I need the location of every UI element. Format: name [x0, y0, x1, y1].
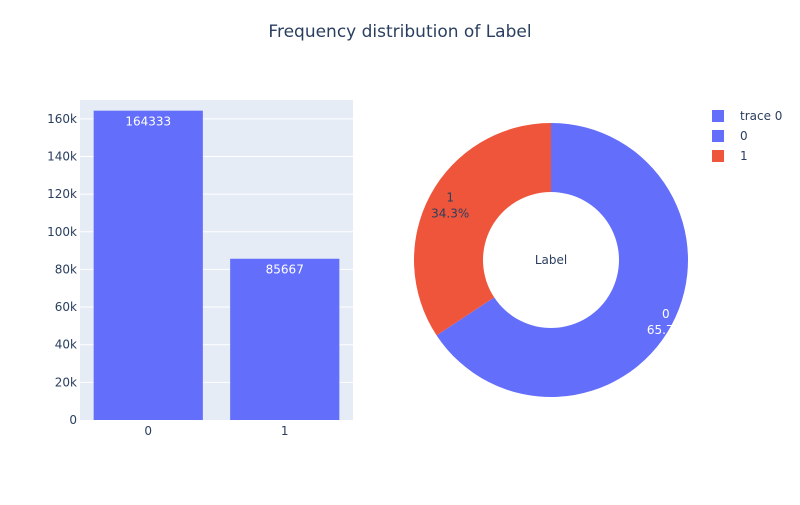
- y-tick-label: 40k: [55, 338, 77, 352]
- y-tick-label: 140k: [47, 149, 77, 163]
- donut-slices: [414, 123, 689, 397]
- bar-series: 164333 85667: [93, 110, 340, 420]
- bar-data-label: 164333: [125, 115, 171, 129]
- donut-chart: 0 65.7% 1 34.3% Label: [414, 123, 689, 397]
- y-tick-label: 0: [69, 413, 77, 427]
- donut-center-label: Label: [535, 253, 567, 267]
- slice-category-label: 1: [446, 191, 454, 205]
- legend[interactable]: trace 0 0 1: [712, 109, 782, 163]
- legend-label: trace 0: [740, 109, 782, 123]
- y-tick-label: 160k: [47, 112, 77, 126]
- legend-label: 1: [740, 149, 748, 163]
- x-tick-label: 1: [281, 424, 289, 438]
- donut-slice-labels: 0 65.7% 1 34.3%: [431, 191, 685, 337]
- slice-category-label: 0: [662, 307, 670, 321]
- slice-percent-label: 65.7%: [647, 323, 685, 337]
- y-tick-label: 60k: [55, 300, 77, 314]
- bar: [93, 110, 203, 420]
- legend-item[interactable]: trace 0: [712, 109, 782, 123]
- y-tick-label: 100k: [47, 225, 77, 239]
- chart-title: Frequency distribution of Label: [268, 22, 531, 42]
- x-tick-label: 0: [144, 424, 152, 438]
- legend-swatch: [712, 150, 724, 162]
- slice-percent-label: 34.3%: [431, 207, 469, 221]
- donut-slice: [414, 123, 551, 336]
- legend-swatch: [712, 110, 724, 122]
- legend-item[interactable]: 1: [712, 149, 748, 163]
- donut-slice: [436, 123, 689, 397]
- bar-chart: 0 20k 40k 60k 80k 100k 120k 140k 160k 164333 8566…: [47, 100, 353, 438]
- legend-swatch: [712, 130, 724, 142]
- bar-data-label: 85667: [266, 263, 304, 277]
- bar: [230, 258, 340, 420]
- y-tick-label: 120k: [47, 187, 77, 201]
- bar-y-tick-labels: 0 20k 40k 60k 80k 100k 120k 140k 160k: [47, 112, 77, 427]
- legend-label: 0: [740, 129, 748, 143]
- legend-item[interactable]: 0: [712, 129, 748, 143]
- y-tick-label: 80k: [55, 262, 77, 276]
- y-tick-label: 20k: [55, 375, 77, 389]
